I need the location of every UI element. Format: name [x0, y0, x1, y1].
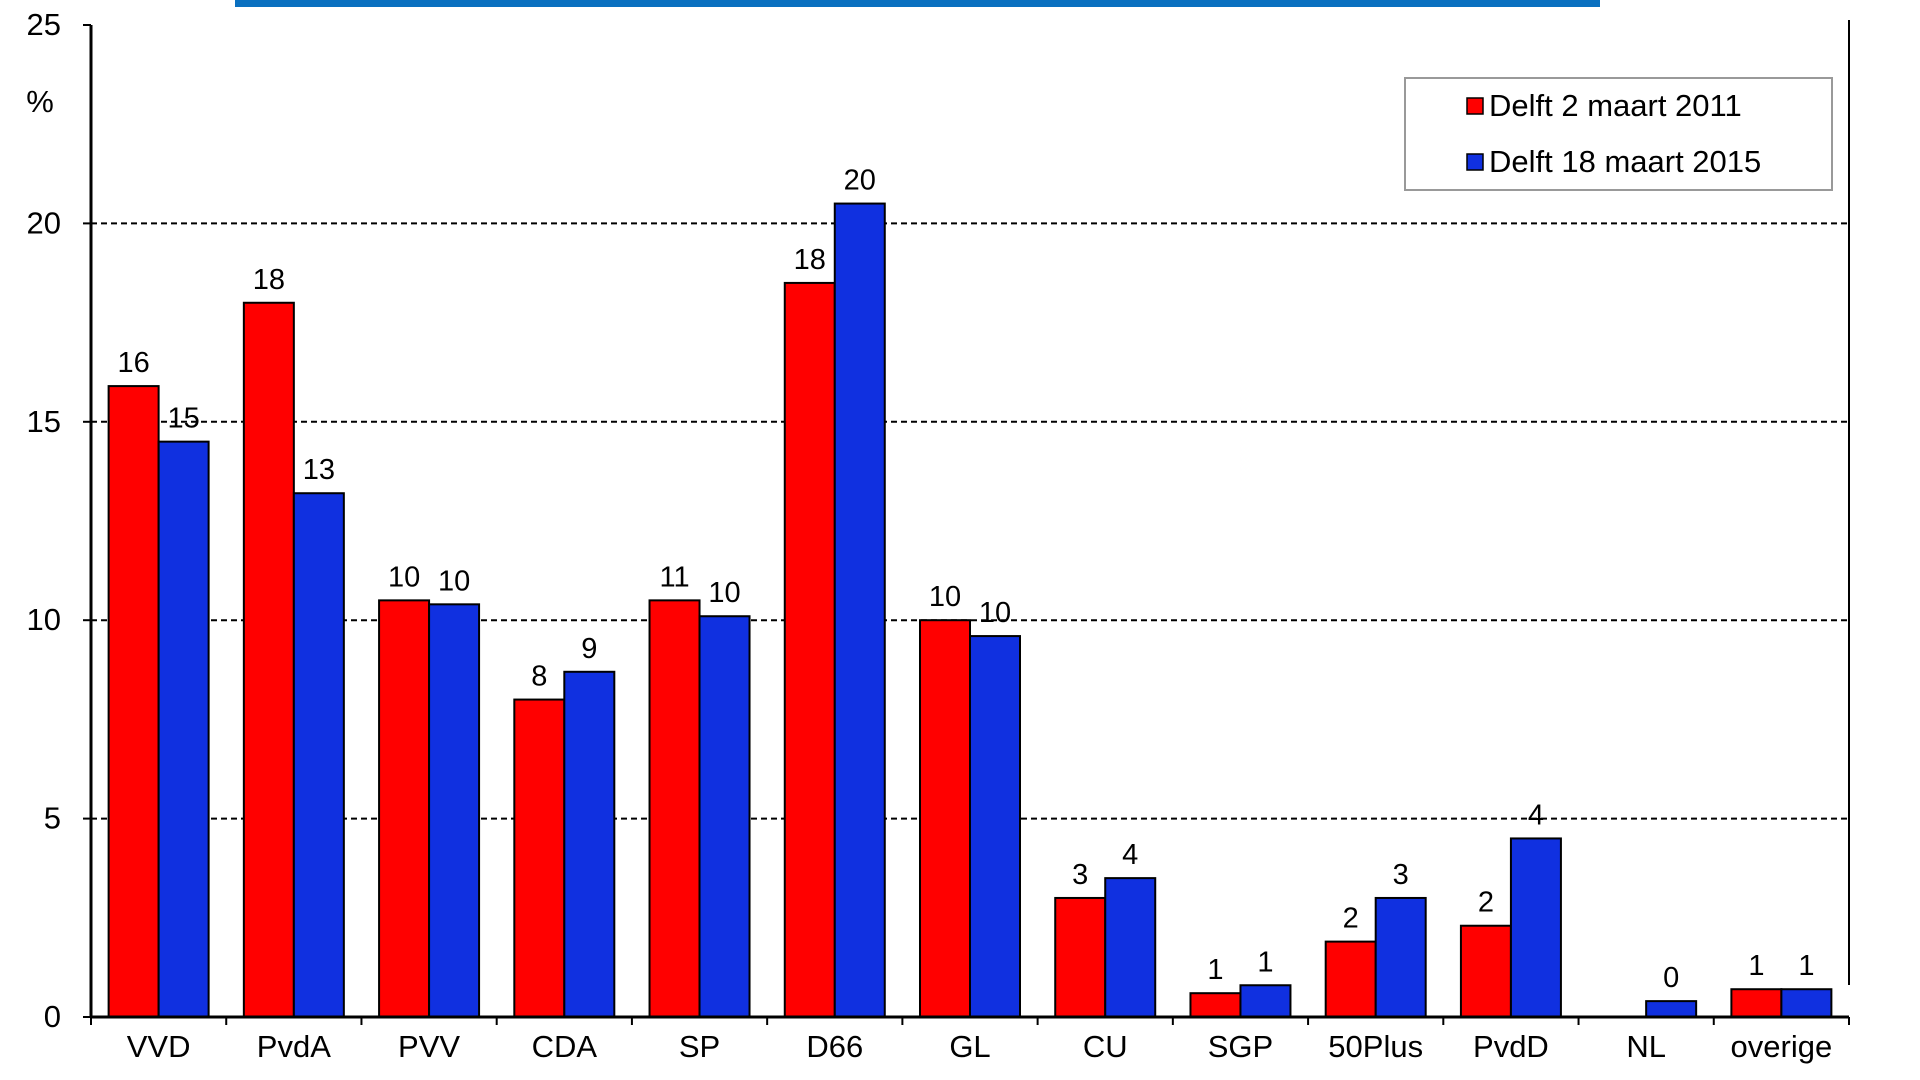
- bar: [1780, 988, 1833, 1018]
- data-label: 1: [1798, 950, 1814, 982]
- data-label: 11: [659, 561, 689, 593]
- x-tick-label: D66: [806, 1029, 863, 1064]
- bar: [1104, 877, 1157, 1018]
- bar: [157, 440, 210, 1018]
- x-tick-label: 50Plus: [1328, 1029, 1423, 1064]
- x-tick-label: CDA: [532, 1029, 598, 1064]
- y-axis-label: %: [26, 84, 54, 119]
- x-tick-label: SGP: [1208, 1029, 1273, 1064]
- bar: [1374, 896, 1427, 1019]
- data-label: 15: [167, 403, 199, 435]
- data-label: 10: [438, 565, 470, 597]
- y-tick-label: 10: [27, 602, 61, 637]
- data-label: 10: [388, 561, 420, 593]
- x-tick-label: SP: [679, 1029, 720, 1064]
- data-label: 1: [1748, 950, 1764, 982]
- y-tick-label: 5: [44, 801, 61, 836]
- data-label: 2: [1478, 887, 1494, 919]
- bar: [969, 635, 1021, 1019]
- legend-swatch: [1466, 153, 1484, 171]
- x-tick-label: PvdA: [257, 1029, 331, 1064]
- y-tick-label: 0: [44, 999, 61, 1034]
- legend-swatch: [1466, 97, 1484, 115]
- bars: [107, 202, 1833, 1019]
- legend: Delft 2 maart 2011 Delft 18 maart 2015: [1404, 77, 1833, 191]
- bar: [1730, 988, 1783, 1018]
- x-tick-label: VVD: [127, 1029, 191, 1064]
- data-label: 2: [1343, 903, 1359, 935]
- bar: [783, 281, 836, 1019]
- data-label: 18: [253, 264, 285, 296]
- bar: [919, 619, 971, 1018]
- x-tick-label: PvdD: [1473, 1029, 1549, 1064]
- x-tick-label: GL: [949, 1029, 990, 1064]
- data-label: 3: [1393, 859, 1409, 891]
- data-label: 4: [1122, 839, 1138, 871]
- bar: [428, 603, 481, 1018]
- data-label: 18: [794, 244, 826, 276]
- data-label: 3: [1072, 859, 1088, 891]
- bar: [513, 698, 566, 1018]
- data-label: 0: [1663, 962, 1679, 994]
- legend-box: [1404, 77, 1833, 191]
- data-label: 1: [1207, 954, 1223, 986]
- bar: [1054, 896, 1107, 1019]
- data-label: 13: [303, 454, 335, 486]
- data-label: 9: [581, 633, 597, 665]
- bar: [1459, 924, 1512, 1019]
- bar: [1509, 837, 1562, 1018]
- bar: [563, 670, 616, 1018]
- x-tick-label: NL: [1626, 1029, 1666, 1064]
- data-label: 10: [979, 597, 1011, 629]
- data-label: 10: [708, 577, 740, 609]
- data-label: 16: [117, 347, 149, 379]
- bar: [292, 492, 345, 1018]
- bar: [1189, 992, 1242, 1019]
- bar: [1239, 984, 1292, 1018]
- data-label: 1: [1257, 946, 1273, 978]
- bar: [242, 301, 295, 1018]
- x-tick-label: CU: [1083, 1029, 1128, 1064]
- data-label: 20: [844, 165, 876, 197]
- data-label: 10: [929, 581, 961, 613]
- y-tick-label: 15: [27, 404, 61, 439]
- bar: [833, 202, 886, 1018]
- y-tick-label: 20: [27, 205, 61, 240]
- bar: [107, 385, 160, 1018]
- bar: [648, 599, 701, 1018]
- data-label: 4: [1528, 799, 1544, 831]
- data-label: 8: [531, 661, 547, 693]
- x-tick-label: overige: [1731, 1029, 1833, 1064]
- axes: [83, 20, 1850, 1025]
- y-tick-label: 25: [27, 7, 61, 42]
- bar: [1324, 940, 1377, 1018]
- x-tick-label: PVV: [398, 1029, 460, 1064]
- bar: [1645, 1000, 1698, 1018]
- legend-label: Delft 2 maart 2011: [1489, 88, 1742, 123]
- legend-label: Delft 18 maart 2015: [1489, 144, 1761, 179]
- bar: [698, 615, 751, 1018]
- title-banner: [235, 0, 1600, 7]
- bar: [378, 599, 431, 1018]
